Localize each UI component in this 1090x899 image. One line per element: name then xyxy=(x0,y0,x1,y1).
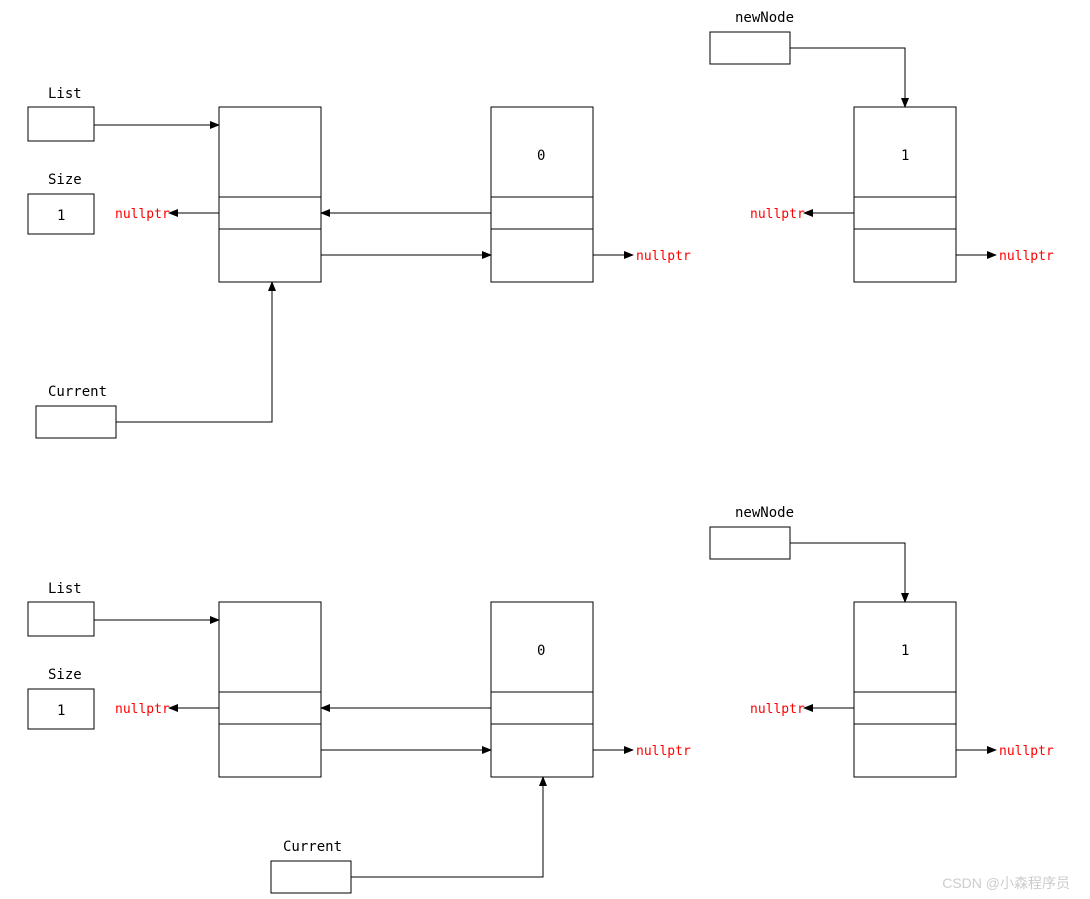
current-label-1: Current xyxy=(48,384,107,400)
arrow-current-2 xyxy=(351,777,543,877)
nullptr-Nnext-1: nullptr xyxy=(999,249,1054,264)
nullptr-Aprev-2: nullptr xyxy=(115,702,170,717)
newnode-label-1: newNode xyxy=(735,10,794,26)
nodeB-2 xyxy=(491,602,593,777)
nullptr-Nnext-2: nullptr xyxy=(999,744,1054,759)
current-box-2 xyxy=(271,861,351,893)
newnode-box-2 xyxy=(710,527,790,559)
watermark: CSDN @小森程序员 xyxy=(942,875,1070,891)
nodeN-1-value: 1 xyxy=(901,148,909,164)
nodeN-2-value: 1 xyxy=(901,643,909,659)
list-box-1 xyxy=(28,107,94,141)
nodeN-1 xyxy=(854,107,956,282)
nodeB-1 xyxy=(491,107,593,282)
nodeN-2 xyxy=(854,602,956,777)
size-value-1: 1 xyxy=(57,208,65,224)
arrow-current-1 xyxy=(116,282,272,422)
diagram-canvas: List Size 1 0 Current nullptr nullptr newNode 1 n… xyxy=(0,0,1090,899)
nullptr-Bnext-1: nullptr xyxy=(636,249,691,264)
list-box-2 xyxy=(28,602,94,636)
nodeA-2 xyxy=(219,602,321,777)
newnode-box-1 xyxy=(710,32,790,64)
arrow-newnode-2 xyxy=(790,543,905,602)
size-label-2: Size xyxy=(48,667,82,683)
size-label-1: Size xyxy=(48,172,82,188)
nodeB-1-value: 0 xyxy=(537,148,545,164)
list-label-2: List xyxy=(48,581,82,597)
nodeB-2-value: 0 xyxy=(537,643,545,659)
size-value-2: 1 xyxy=(57,703,65,719)
nullptr-Nprev-1: nullptr xyxy=(750,207,805,222)
current-box-1 xyxy=(36,406,116,438)
nullptr-Bnext-2: nullptr xyxy=(636,744,691,759)
newnode-label-2: newNode xyxy=(735,505,794,521)
list-label-1: List xyxy=(48,86,82,102)
nullptr-Nprev-2: nullptr xyxy=(750,702,805,717)
current-label-2: Current xyxy=(283,839,342,855)
nullptr-Aprev-1: nullptr xyxy=(115,207,170,222)
arrow-newnode-1 xyxy=(790,48,905,107)
nodeA-1 xyxy=(219,107,321,282)
